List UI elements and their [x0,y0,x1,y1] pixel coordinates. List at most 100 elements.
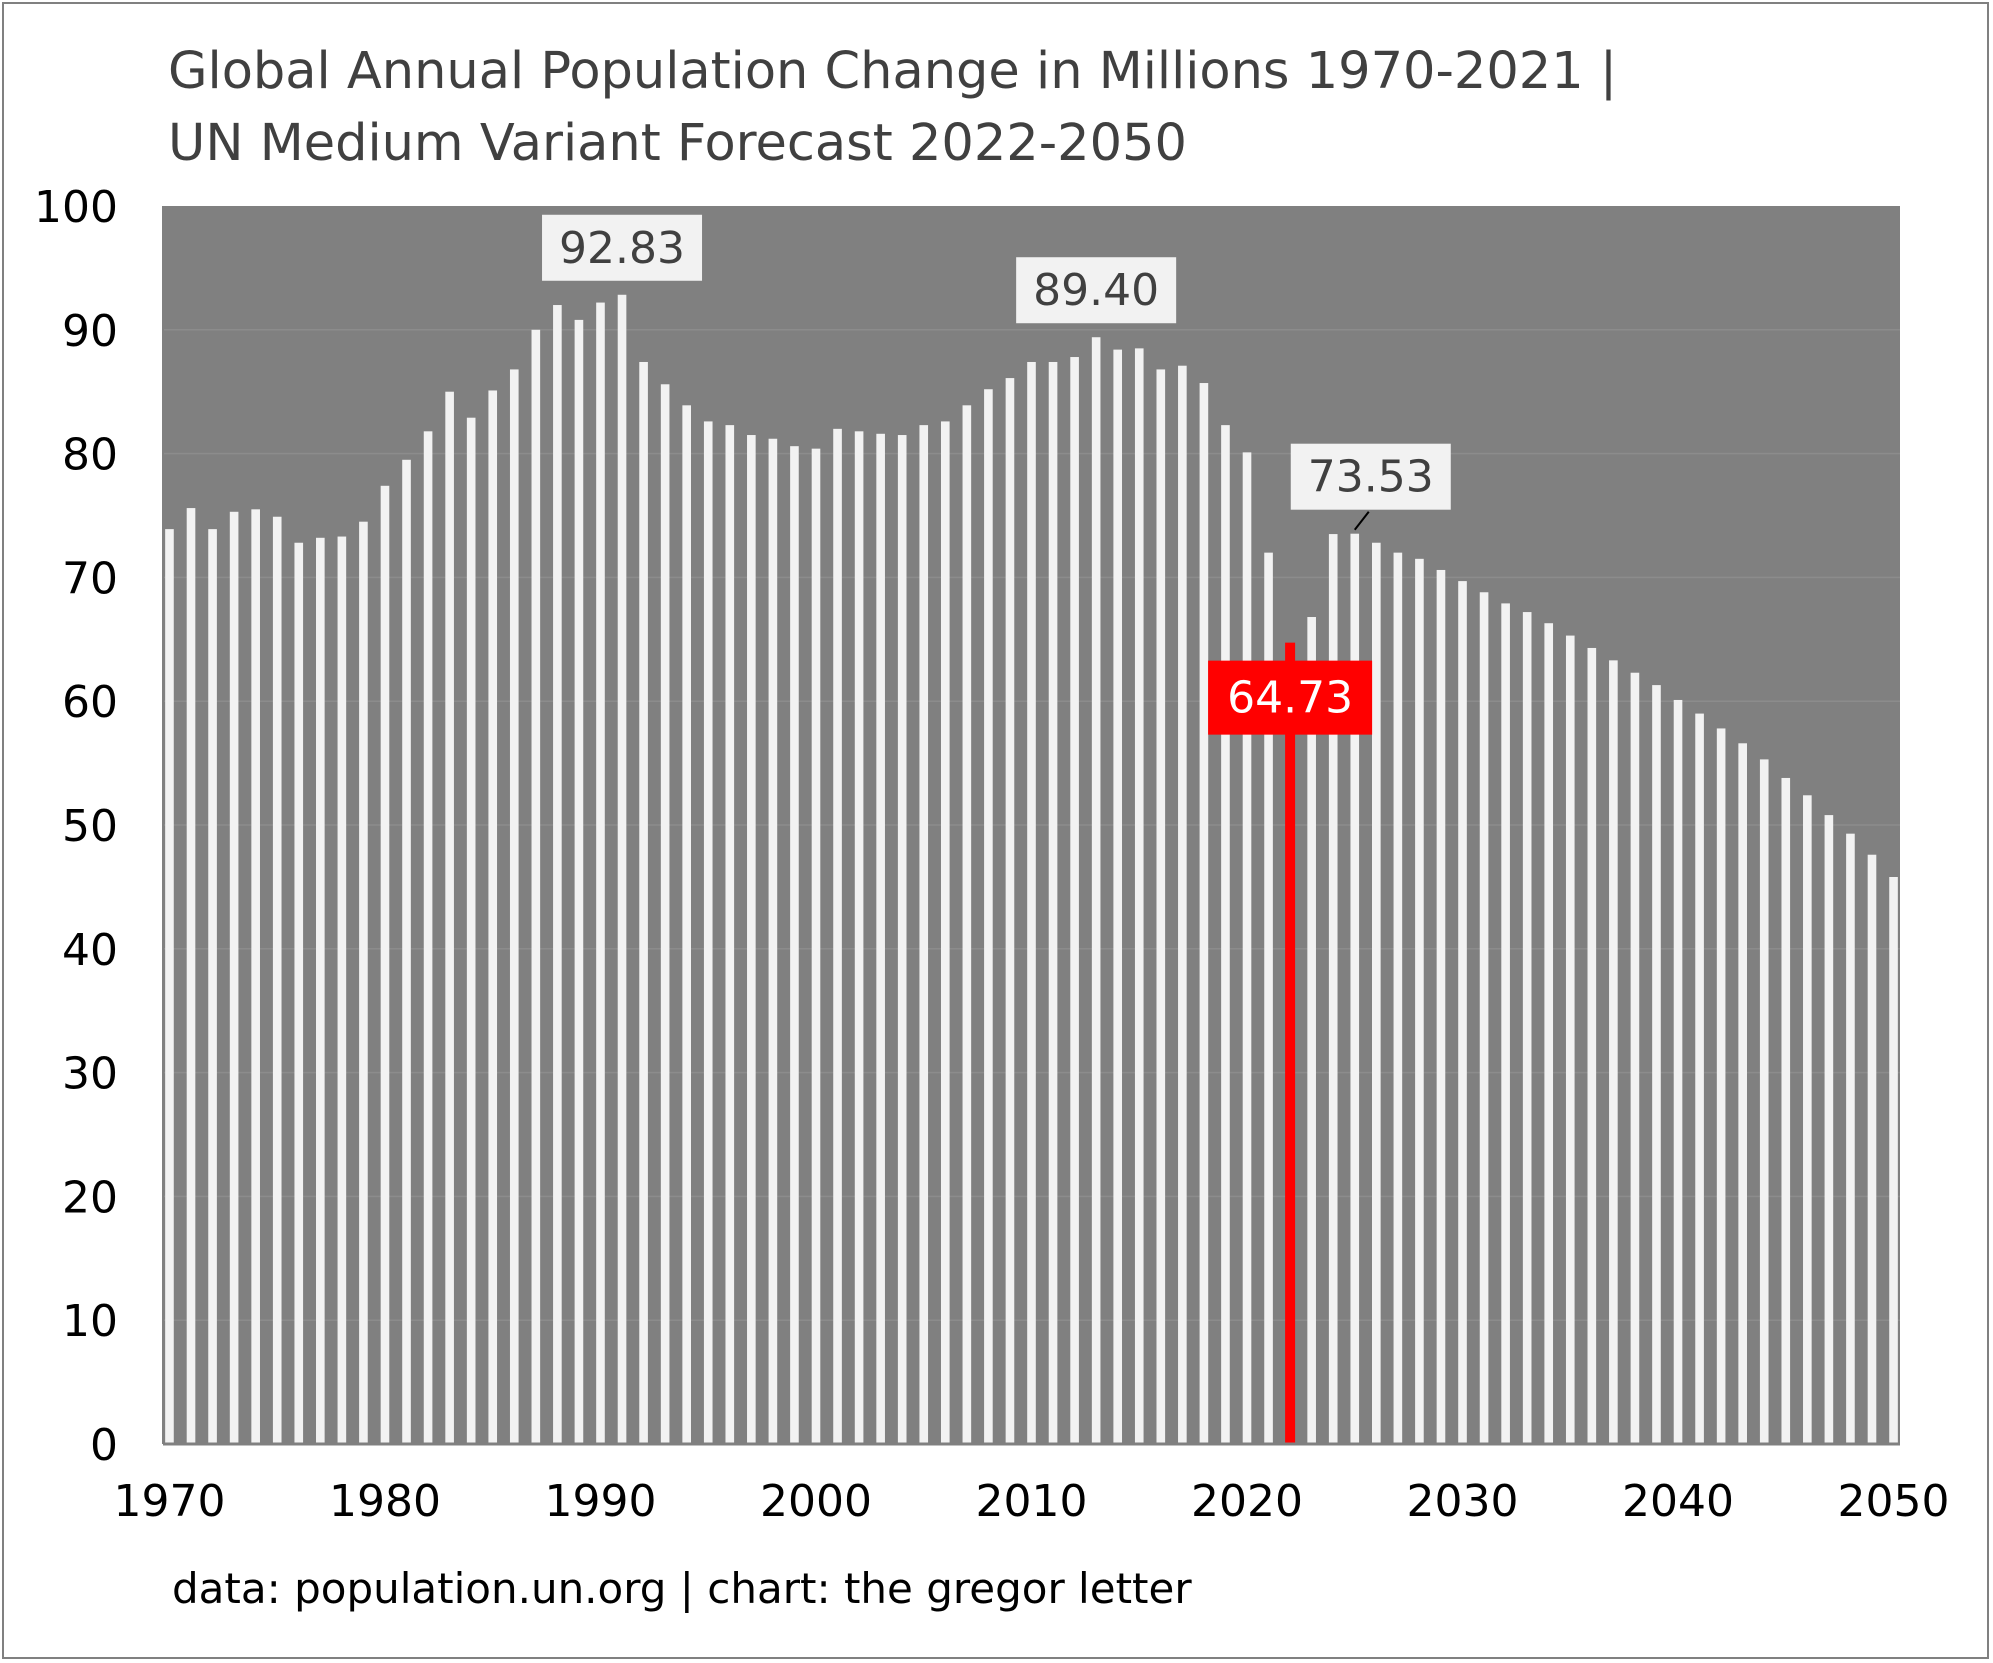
data-label: 73.53 [1308,452,1434,503]
bar [1824,815,1834,1444]
data-labels: 92.83 89.40 73.53 64.73 [542,214,1451,735]
bar [294,542,304,1444]
x-tick-label: 1970 [113,1476,225,1527]
data-label: 92.83 [559,223,685,274]
bar [1221,425,1230,1445]
bar [703,421,713,1444]
bar [1759,759,1769,1444]
bar [488,390,498,1444]
bar [229,511,239,1444]
bar [962,405,972,1444]
y-tick-label: 10 [62,1296,118,1347]
x-tick-label: 2040 [1622,1476,1734,1527]
bar [876,433,885,1444]
y-tick-label: 80 [62,430,118,481]
bar [1803,795,1812,1444]
axes [162,206,1900,1446]
y-tick-label: 20 [62,1172,118,1223]
bar [1652,685,1661,1444]
bar [617,294,627,1444]
bar [1415,558,1424,1444]
bar [1027,361,1036,1444]
bar [811,448,821,1444]
bar [1889,876,1898,1444]
highlight-label-box [1208,660,1373,735]
bar [402,459,411,1444]
bar [1738,743,1747,1444]
source-note: data: population.un.org | chart: the gre… [172,1564,1192,1613]
bar [940,421,950,1444]
bar [1048,361,1058,1444]
bar [1113,349,1123,1444]
bar [466,417,476,1444]
y-tick-labels: 0 10 20 30 40 50 60 70 80 90 100 [34,182,118,1471]
bar [1501,603,1510,1444]
bar [445,391,454,1445]
bar [553,305,562,1444]
bar [359,521,368,1444]
bar [854,431,864,1444]
x-tick-label: 2050 [1838,1476,1950,1527]
x-tick-label: 2010 [976,1476,1088,1527]
bar [1307,617,1316,1444]
bar [768,438,778,1444]
bar [1156,369,1166,1444]
data-label-box [1290,443,1451,510]
bar [682,405,691,1444]
bar [251,509,260,1444]
bar [1393,552,1403,1444]
bar [574,319,584,1444]
bar [1609,660,1618,1444]
bar [1846,833,1855,1444]
x-tick-label: 2020 [1191,1476,1303,1527]
bar [660,384,670,1445]
bar [747,435,756,1444]
bar [897,435,907,1444]
bar [1587,647,1597,1444]
bar [1867,854,1877,1444]
bar [1479,592,1489,1444]
bar [316,537,325,1444]
bar [1091,337,1101,1444]
bar [1134,348,1144,1444]
bar [725,425,735,1445]
bar [1242,452,1252,1444]
x-tick-label: 1990 [544,1476,656,1527]
highlight-label: 64.73 [1227,673,1353,724]
bar [1673,699,1683,1444]
bar [1630,672,1640,1444]
y-tick-label: 50 [62,801,118,852]
bar [1264,552,1273,1444]
bar [639,361,648,1444]
bar [1070,357,1079,1444]
highlight-bar [1285,642,1296,1444]
x-tick-label: 2030 [1407,1476,1519,1527]
y-tick-label: 90 [62,306,118,357]
x-tick-labels: 1970 1980 1990 2000 2010 2020 2030 2040 2050 [113,1476,1949,1527]
bar [186,508,196,1444]
x-tick-label: 2000 [760,1476,872,1527]
bar [919,425,929,1445]
bar [272,516,282,1444]
y-tick-label: 70 [62,553,118,604]
bar [380,485,390,1445]
bar [1436,569,1446,1444]
bar [984,389,993,1444]
y-tick-label: 0 [90,1420,118,1471]
y-tick-label: 30 [62,1049,118,1100]
bar [1178,365,1187,1444]
data-label: 89.40 [1033,265,1159,316]
bar [1544,623,1554,1444]
bar [208,529,217,1444]
data-label-box [1016,257,1177,324]
bar [423,431,433,1444]
bar [1716,728,1726,1444]
y-tick-label: 100 [34,182,118,233]
bar [1328,534,1338,1444]
chart-title-line-1: Global Annual Population Change in Milli… [168,42,1618,101]
bar [1199,383,1209,1445]
x-tick-label: 1980 [329,1476,441,1527]
bar [833,428,842,1445]
